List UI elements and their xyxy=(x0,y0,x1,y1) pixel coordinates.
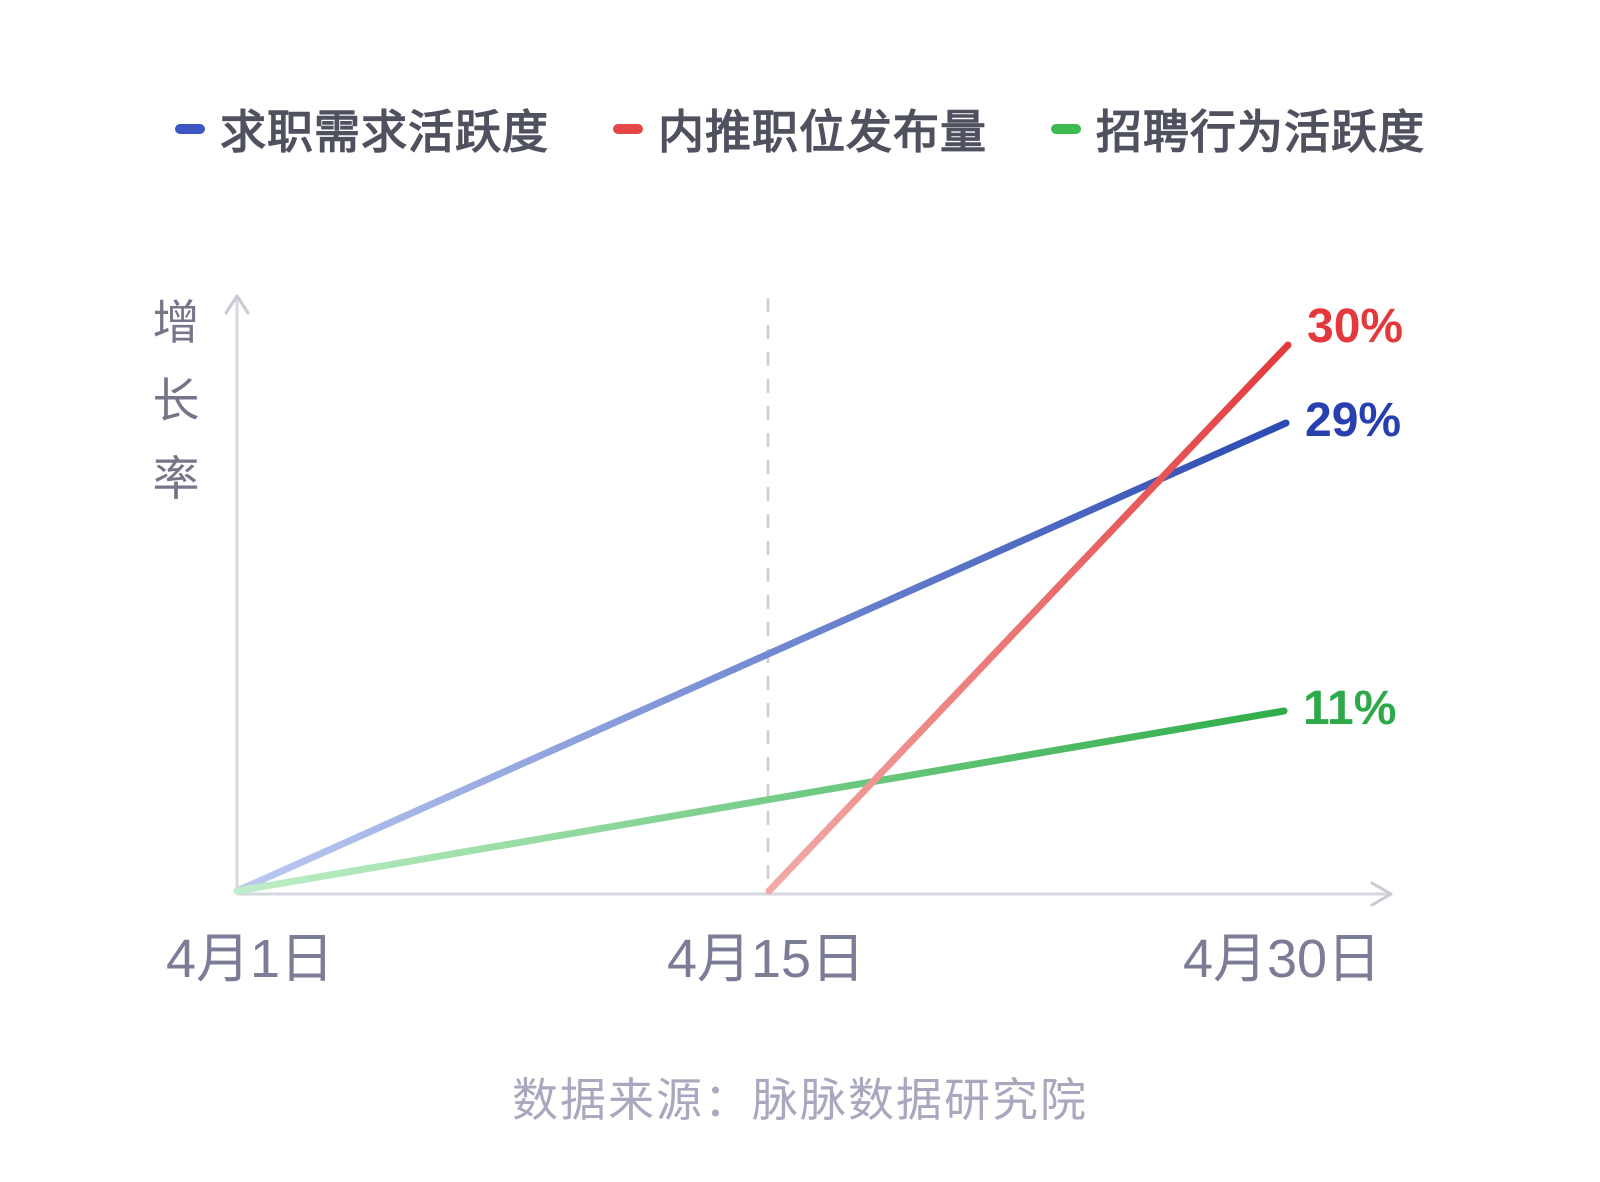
legend-item-referral-postings: 内推职位发布量 xyxy=(613,96,987,162)
legend-label: 招聘行为活跃度 xyxy=(1096,106,1425,158)
data-source-caption: 数据来源：脉脉数据研究院 xyxy=(512,1074,1088,1126)
chart-legend: 求职需求活跃度 内推职位发布量 招聘行为活跃度 xyxy=(0,96,1600,162)
legend-dash-icon xyxy=(1051,124,1081,134)
value-label-11: 11% xyxy=(1303,682,1397,735)
series-line-job-seeking xyxy=(233,419,1290,895)
x-tick-april-15: 4月15日 xyxy=(666,929,866,989)
legend-item-job-seeking: 求职需求活跃度 xyxy=(175,96,549,162)
x-tick-april-30: 4月30日 xyxy=(1182,929,1382,989)
series-line-referral-postings xyxy=(765,341,1292,895)
value-label-29: 29% xyxy=(1305,394,1402,447)
x-axis-arrow-icon xyxy=(1370,881,1393,907)
x-tick-april-1: 4月1日 xyxy=(165,929,335,989)
value-label-30: 30% xyxy=(1307,300,1404,353)
y-axis-arrow-icon xyxy=(224,294,250,315)
legend-label: 内推职位发布量 xyxy=(658,106,987,158)
legend-label: 求职需求活跃度 xyxy=(220,106,549,158)
series-line-recruiting-activity xyxy=(233,707,1288,895)
legend-item-recruiting-activity: 招聘行为活跃度 xyxy=(1051,96,1425,162)
legend-dash-icon xyxy=(613,124,643,134)
y-axis-title: 增长率 xyxy=(152,296,200,505)
legend-dash-icon xyxy=(175,124,205,134)
